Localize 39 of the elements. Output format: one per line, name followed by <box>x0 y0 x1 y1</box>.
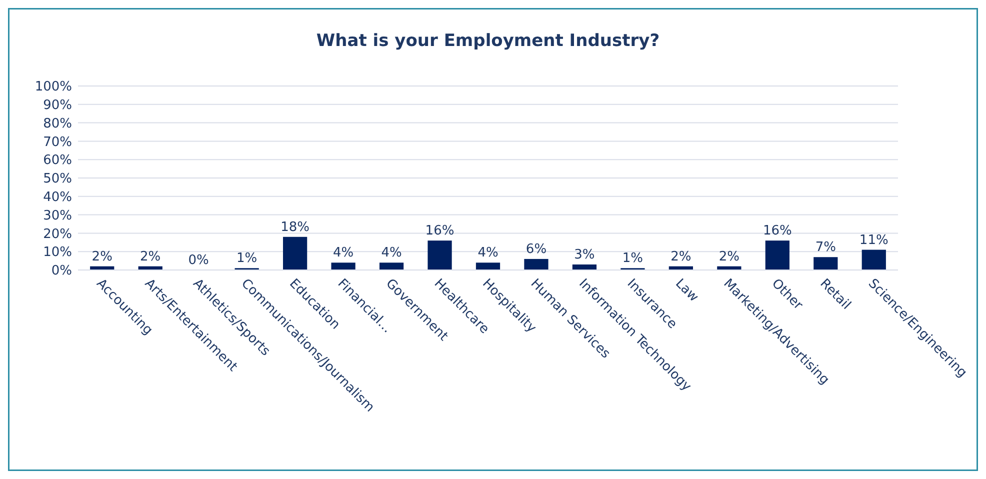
y-tick-label: 60% <box>43 153 72 168</box>
y-tick-label: 70% <box>43 134 72 150</box>
data-label: 4% <box>478 246 498 261</box>
data-label: 2% <box>718 249 740 264</box>
y-tick-label: 80% <box>43 116 72 132</box>
bar <box>379 262 404 270</box>
bar <box>572 264 597 270</box>
data-label: 1% <box>236 251 258 266</box>
bar <box>476 262 500 270</box>
data-label: 4% <box>332 246 354 261</box>
data-label: 11% <box>859 232 888 248</box>
bar <box>428 240 452 270</box>
bar <box>283 236 308 270</box>
data-label: 0% <box>188 253 209 268</box>
y-tick-label: 50% <box>43 172 72 187</box>
y-tick-label: 90% <box>43 98 72 113</box>
data-label: 6% <box>526 242 547 257</box>
bar <box>331 262 356 270</box>
bar <box>862 250 886 270</box>
bar <box>814 257 838 270</box>
y-tick-label: 100% <box>34 80 72 95</box>
y-tick-label: 20% <box>43 226 72 242</box>
y-tick-label: 0% <box>51 264 72 279</box>
y-tick-label: 10% <box>43 245 72 260</box>
data-label: 3% <box>574 247 595 262</box>
data-label: 16% <box>425 224 454 239</box>
data-label: 2% <box>670 249 692 264</box>
data-label: 4% <box>381 246 402 261</box>
data-label: 1% <box>622 251 644 266</box>
chart-title: What is your Employment Industry? <box>316 31 660 51</box>
data-label: 16% <box>762 224 792 239</box>
data-label: 7% <box>815 240 836 256</box>
bar <box>524 258 548 270</box>
bar <box>765 240 790 270</box>
data-label: 2% <box>92 249 112 264</box>
data-label: 2% <box>140 249 161 264</box>
y-tick-label: 30% <box>43 208 72 224</box>
y-tick-label: 40% <box>43 190 72 205</box>
data-label: 18% <box>280 220 310 235</box>
